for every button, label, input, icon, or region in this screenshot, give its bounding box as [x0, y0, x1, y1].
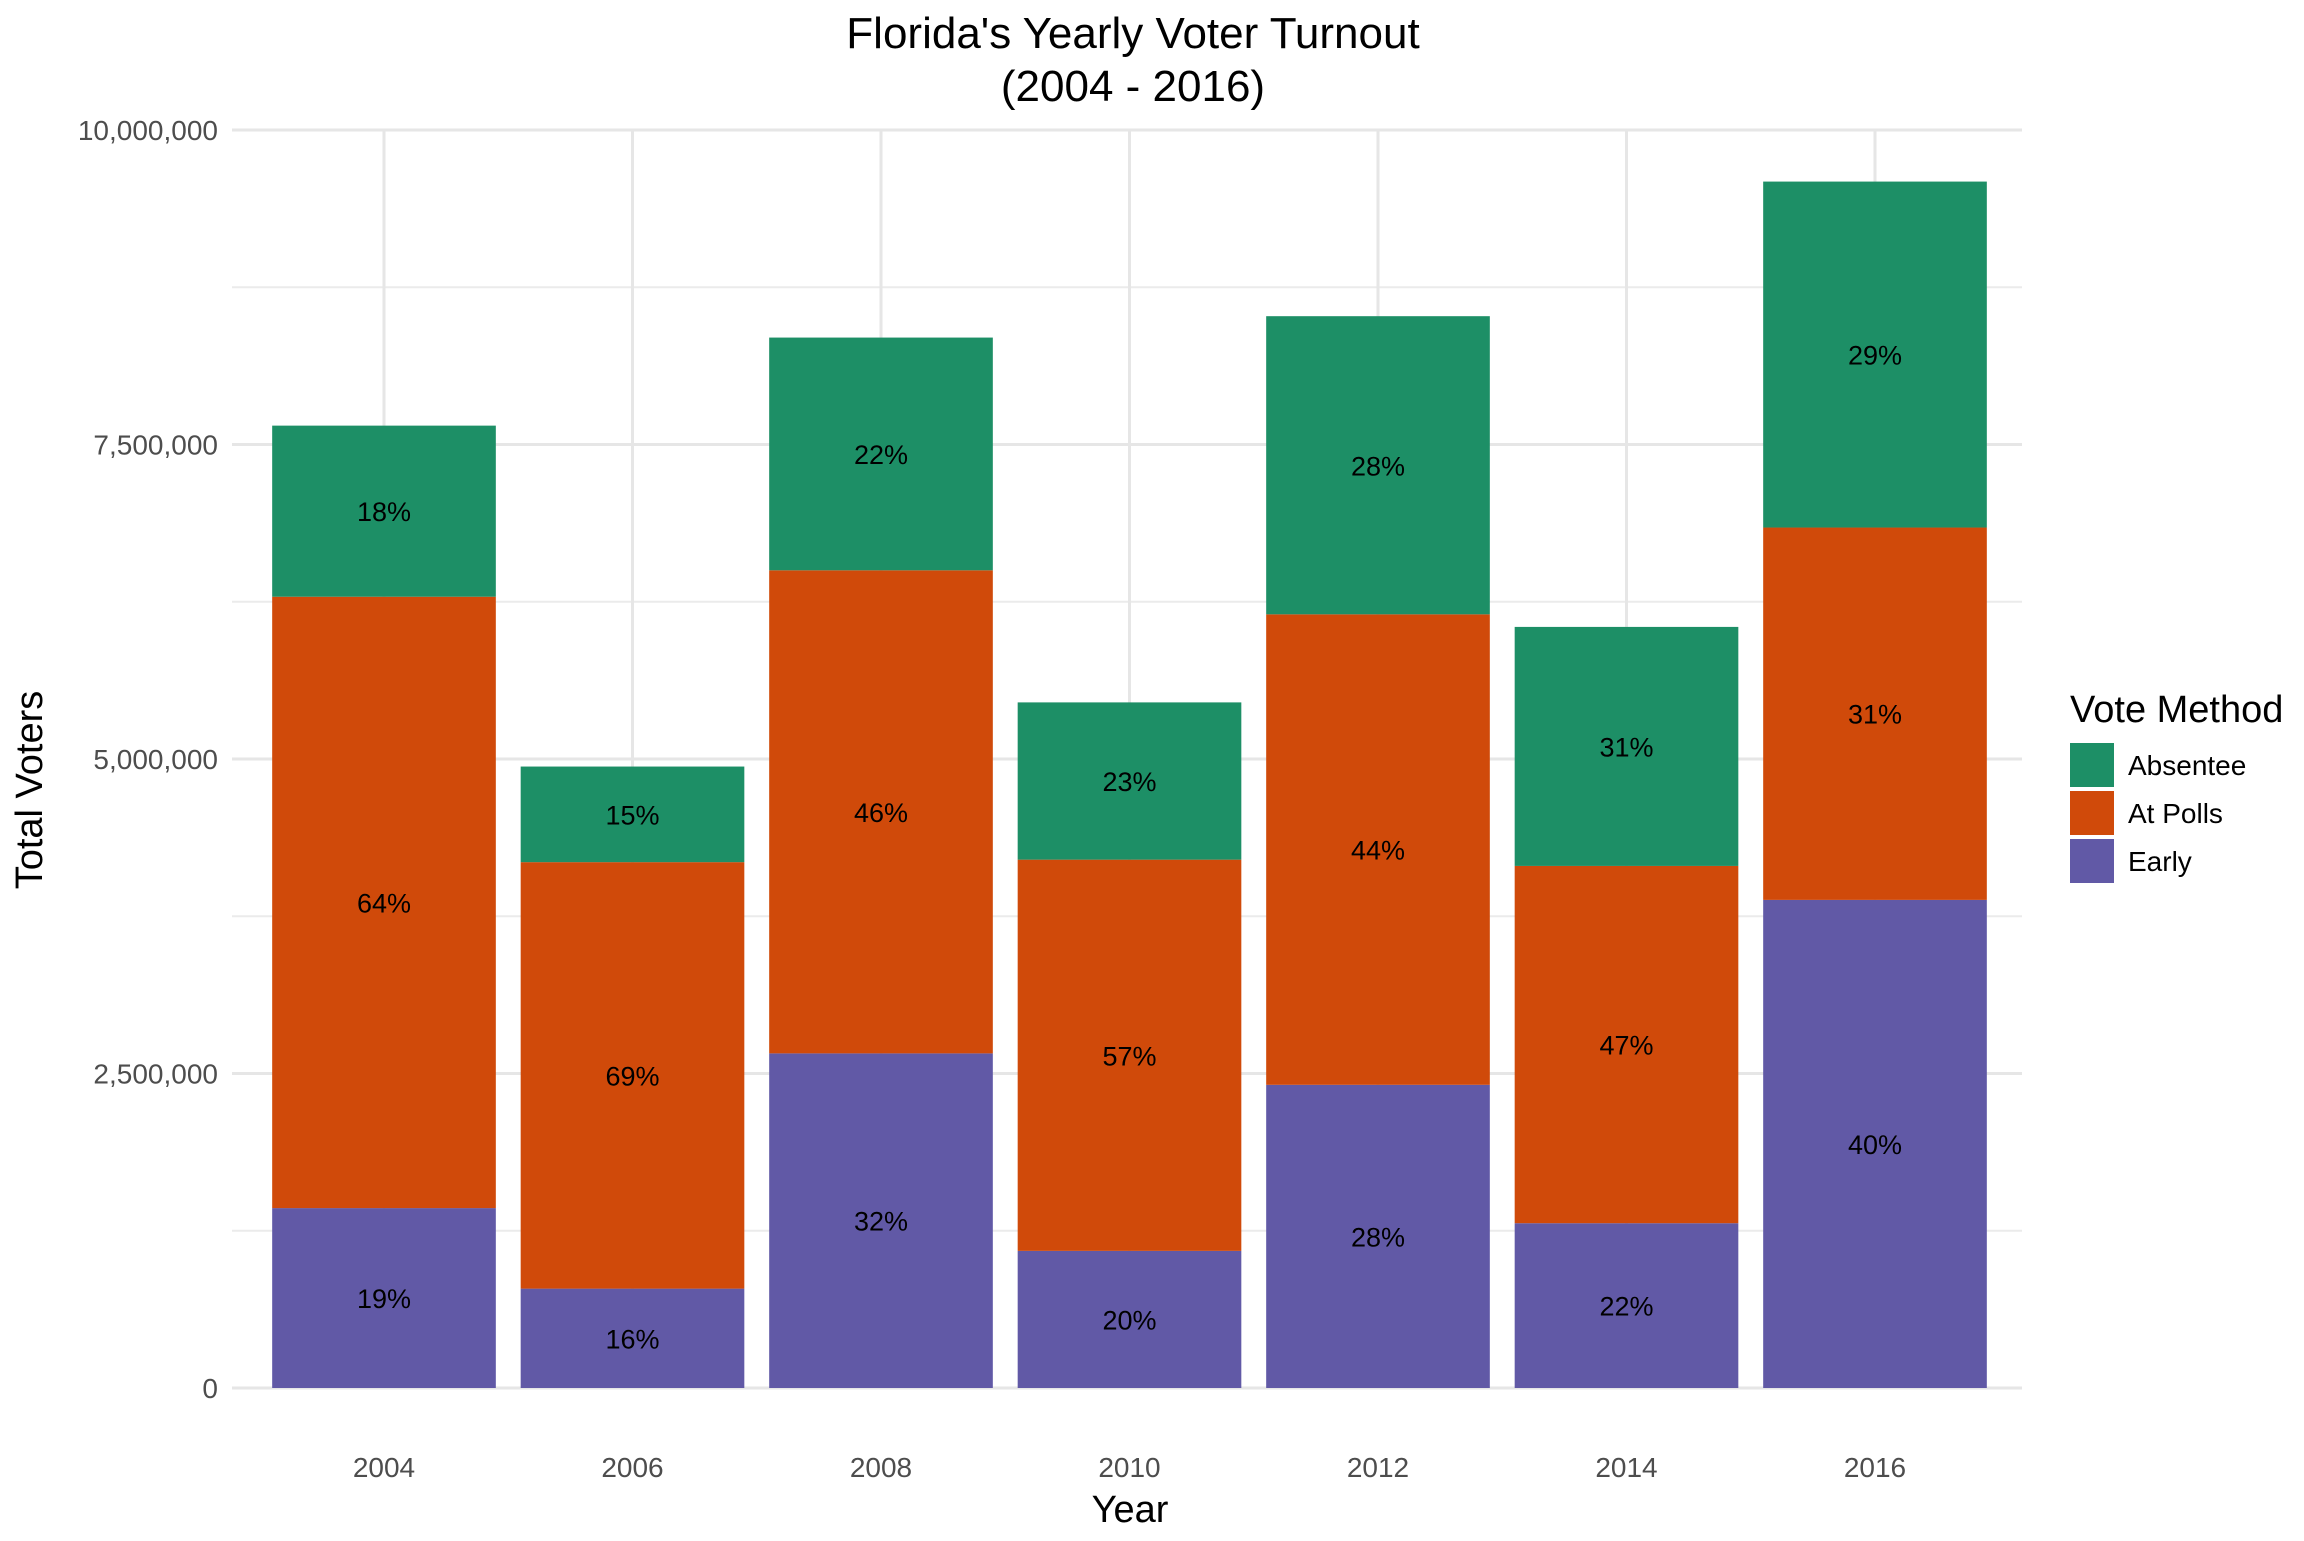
bar-early-2010 [1017, 1250, 1242, 1388]
data-label-early-2016: 40% [1848, 1130, 1902, 1160]
data-label-early-2014: 22% [1599, 1292, 1653, 1322]
legend-title: Vote Method [2070, 689, 2283, 731]
data-label-absentee-2008: 22% [854, 440, 908, 470]
y-tick-label: 2,500,000 [93, 1059, 218, 1090]
bar-early-2012 [1266, 1084, 1490, 1388]
x-axis-ticks: 2004 2006 2008 2010 2012 2014 2016 [353, 1452, 1906, 1483]
data-label-early-2006: 16% [605, 1324, 659, 1354]
bar-labels: 19% 64% 18% 16% 69% 15% 32% 46% 22% 20% 57% 23% 28% 4… [357, 341, 1902, 1355]
data-label-absentee-2012: 28% [1351, 451, 1405, 481]
x-tick-label: 2016 [1844, 1452, 1906, 1483]
bar-at-polls-2006 [520, 862, 745, 1289]
bar-at-polls-2008 [769, 570, 993, 1054]
bars [272, 181, 1987, 1388]
data-label-early-2012: 28% [1351, 1222, 1405, 1252]
bar-absentee-2016 [1763, 181, 1987, 528]
bar-early-2004 [272, 1208, 496, 1388]
bar-at-polls-2012 [1266, 614, 1490, 1085]
bar-absentee-2012 [1266, 316, 1490, 615]
y-tick-label: 10,000,000 [78, 115, 218, 146]
bar-early-2006 [520, 1288, 745, 1388]
legend-swatch-absentee [2070, 743, 2114, 787]
bar-early-2008 [769, 1053, 993, 1388]
data-label-early-2004: 19% [357, 1284, 411, 1314]
x-tick-label: 2014 [1595, 1452, 1657, 1483]
y-axis-title: Total Voters [9, 691, 51, 890]
x-axis-title: Year [1092, 1489, 1169, 1531]
x-tick-label: 2010 [1098, 1452, 1160, 1483]
chart-title-line-2: (2004 - 2016) [1001, 62, 1265, 111]
data-label-absentee-2006: 15% [605, 800, 659, 830]
data-label-at-polls-2012: 44% [1351, 836, 1405, 866]
data-label-absentee-2014: 31% [1599, 732, 1653, 762]
data-label-absentee-2016: 29% [1848, 341, 1902, 371]
y-tick-label: 7,500,000 [93, 430, 218, 461]
data-label-at-polls-2008: 46% [854, 798, 908, 828]
legend-label-at-polls: At Polls [2128, 798, 2223, 829]
legend-swatch-early [2070, 839, 2114, 883]
data-label-at-polls-2004: 64% [357, 888, 411, 918]
bar-absentee-2008 [769, 337, 993, 571]
bar-absentee-2014 [1514, 626, 1739, 866]
x-tick-label: 2006 [601, 1452, 663, 1483]
data-label-at-polls-2010: 57% [1102, 1041, 1156, 1071]
x-tick-label: 2012 [1347, 1452, 1409, 1483]
legend: Vote Method Absentee At Polls Early [2070, 689, 2283, 883]
bar-absentee-2010 [1017, 702, 1242, 860]
bar-absentee-2006 [520, 766, 745, 863]
data-label-absentee-2004: 18% [357, 497, 411, 527]
bar-at-polls-2004 [272, 596, 496, 1209]
legend-label-early: Early [2128, 846, 2192, 877]
data-label-at-polls-2006: 69% [605, 1061, 659, 1091]
legend-swatch-at-polls [2070, 791, 2114, 835]
data-label-early-2008: 32% [854, 1207, 908, 1237]
y-axis-ticks: 0 2,500,000 5,000,000 7,500,000 10,000,000 [78, 115, 218, 1404]
bar-at-polls-2014 [1514, 865, 1739, 1224]
bar-absentee-2004 [272, 425, 496, 597]
data-label-at-polls-2014: 47% [1599, 1031, 1653, 1061]
data-label-at-polls-2016: 31% [1848, 700, 1902, 730]
bar-at-polls-2016 [1763, 527, 1987, 900]
x-tick-label: 2004 [353, 1452, 415, 1483]
x-tick-label: 2008 [850, 1452, 912, 1483]
data-label-early-2010: 20% [1102, 1305, 1156, 1335]
legend-label-absentee: Absentee [2128, 750, 2246, 781]
bar-early-2016 [1763, 899, 1987, 1388]
chart-title-line-1: Florida's Yearly Voter Turnout [846, 9, 1419, 58]
data-label-absentee-2010: 23% [1102, 767, 1156, 797]
y-tick-label: 5,000,000 [93, 744, 218, 775]
bar-early-2014 [1514, 1223, 1739, 1388]
bar-at-polls-2010 [1017, 859, 1242, 1251]
y-tick-label: 0 [202, 1373, 218, 1404]
